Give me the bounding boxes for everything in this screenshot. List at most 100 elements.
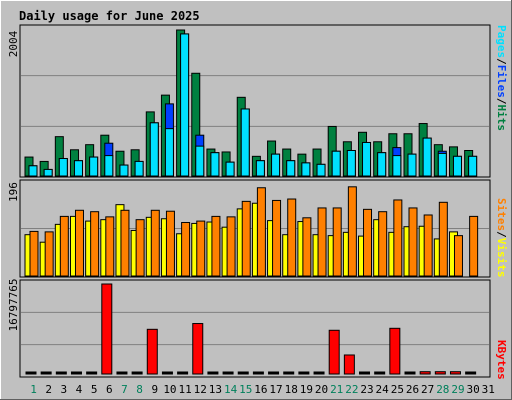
bar-sites [150,209,160,277]
day-label: 21 [330,383,343,396]
bar-kbytes [86,371,98,375]
day-label: 12 [194,383,207,396]
bar-sites [135,219,145,277]
legend-sep: / [495,58,508,65]
bar-pages [210,152,220,177]
bar-pages [119,164,129,177]
bar-sites [105,216,115,277]
bar-kbytes [313,371,325,375]
bar-pages [362,141,372,177]
bar-kbytes [298,371,310,375]
bar-pages [43,168,53,177]
bar-pages [468,155,478,177]
bar-sites [59,215,69,277]
bar-pages [422,137,432,177]
day-label: 20 [315,383,328,396]
legend-kbytes: KBytes [495,340,508,380]
bar-pages [331,150,341,177]
bar-kbytes [101,283,113,375]
bar-sites [272,199,282,277]
bar-sites [211,215,221,277]
day-label: 2 [45,383,52,396]
day-label: 10 [163,383,176,396]
day-label: 30 [467,383,480,396]
bar-sites [378,211,388,277]
day-label: 1 [30,383,37,396]
bar-kbytes [237,371,249,375]
bar-sites [181,221,191,277]
bar-pages [58,158,68,177]
panel-hits-files-pages: 2004 Pages/Files/Hits [7,24,508,178]
bar-sites [317,207,327,277]
bar-kbytes [177,371,189,375]
bar-pages [346,150,356,177]
bar-pages [316,163,326,177]
bar-pages [301,162,311,177]
visits-legend: Sites/Visits [495,198,508,278]
day-label: 27 [421,383,434,396]
bar-pages [134,160,144,177]
visits-axis-max-label: 196 [7,182,20,202]
panel-visits-sites: 196 Sites/Visits [7,179,508,278]
bar-sites [74,209,84,277]
panel-kbytes-bars [25,283,477,375]
day-label: 29 [451,383,464,396]
bar-sites [408,207,418,277]
legend-pages: Pages [495,25,508,58]
bar-pages [104,155,114,177]
bar-sites [256,187,266,277]
legend-sites: Sites [495,198,508,231]
bar-kbytes [359,371,371,375]
bar-pages [73,160,83,177]
day-label: 19 [300,383,313,396]
bar-sites [453,235,463,277]
bar-kbytes [222,371,234,375]
day-label: 31 [482,383,495,396]
bar-kbytes [116,371,128,375]
chart-title: Daily usage for June 2025 [19,9,200,23]
day-label: 17 [269,383,282,396]
bar-sites [438,201,448,277]
bar-pages [437,152,447,177]
svg-text:Pages/Files/Hits: Pages/Files/Hits [495,25,508,131]
bar-pages [149,122,159,177]
bar-kbytes [434,371,446,375]
bar-sites [90,211,100,277]
bar-kbytes [131,371,143,375]
panel-visits-bars [24,186,479,277]
bar-sites [29,230,39,277]
bar-kbytes [283,371,295,375]
bar-sites [423,214,433,277]
bar-kbytes [192,323,204,375]
bar-pages [392,155,402,177]
bar-pages [240,108,250,177]
panel-kbytes: 16797765 KBytes [7,279,508,380]
legend-sep: / [495,231,508,238]
bar-sites [393,199,403,277]
panel-kbytes-frame [19,279,491,378]
day-label: 4 [76,383,83,396]
bar-sites [44,231,54,277]
hits-axis-max-label: 2004 [7,30,20,57]
bar-kbytes [328,329,340,375]
bar-pages [255,160,265,177]
legend-sep: / [495,98,508,105]
bar-kbytes [389,327,401,375]
panel-hits-gridlines [21,75,489,127]
bar-kbytes [404,371,416,375]
bar-sites [469,215,479,277]
bar-sites [287,198,297,277]
bar-pages [164,128,174,177]
svg-text:Sites/Visits: Sites/Visits [495,198,508,278]
bar-pages [377,152,387,177]
panel-kbytes-gridlines [21,311,489,346]
legend-files: Files [495,65,508,98]
bar-sites [196,220,206,277]
bar-kbytes [252,371,264,375]
bar-pages [452,155,462,177]
bar-sites [363,208,373,277]
bar-kbytes [207,371,219,375]
bar-kbytes [343,354,355,375]
day-label: 23 [360,383,373,396]
